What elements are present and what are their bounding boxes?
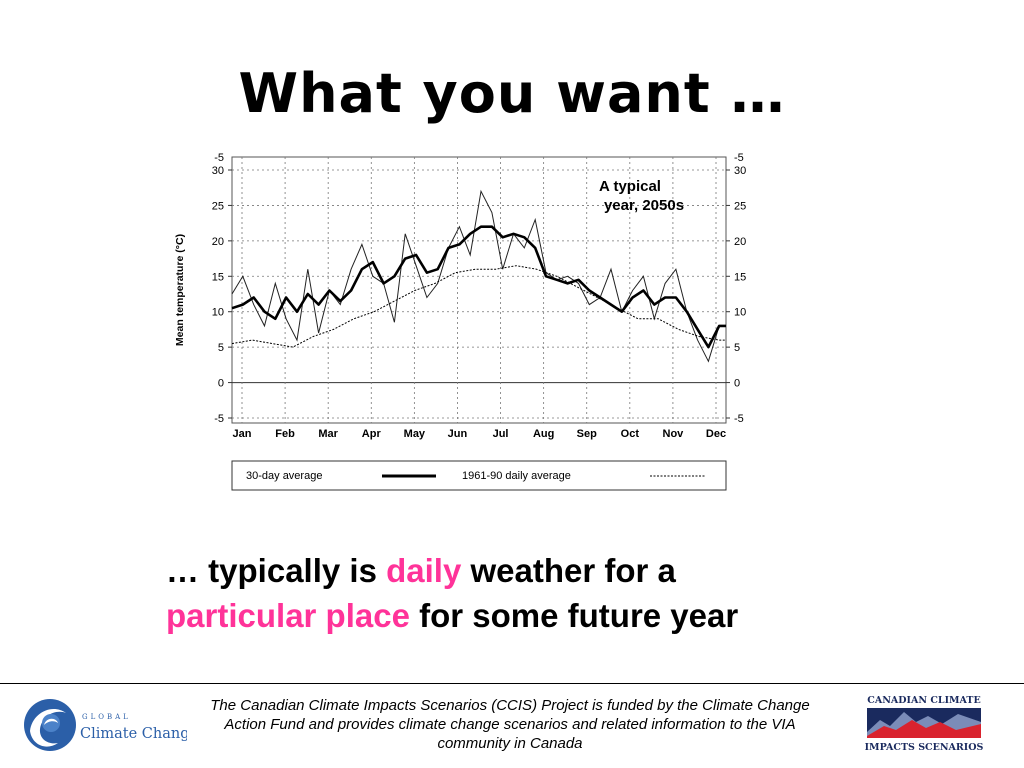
y-tick-label-right: 0 — [734, 378, 740, 390]
month-tick-label: Dec — [706, 428, 726, 440]
y-tick-label-left: 20 — [212, 236, 224, 248]
footer-divider — [0, 683, 1024, 684]
ccis-logo-line1: CANADIAN CLIMATE — [867, 695, 980, 706]
month-tick-label: May — [404, 428, 426, 440]
y-tick-label-left: 5 — [218, 342, 224, 354]
month-tick-label: Feb — [275, 428, 295, 440]
gcc-logo-line1: GLOBAL — [82, 713, 131, 721]
month-tick-label: Jun — [448, 428, 468, 440]
caption-text-3: for some future year — [409, 597, 739, 634]
month-tick-label: Aug — [533, 428, 554, 440]
canadian-climate-impacts-scenarios-logo: CANADIAN CLIMATE IMPACTS SCENARIOS — [865, 695, 984, 753]
caption-text-2: weather for a — [461, 552, 676, 589]
global-climate-change-logo: GLOBAL Climate Change — [24, 699, 187, 751]
month-tick-label: Jul — [493, 428, 509, 440]
slide-caption: … typically is daily weather for a parti… — [166, 548, 886, 638]
globe-swirl-icon — [24, 699, 76, 751]
series-1961-90-daily-average — [231, 265, 726, 348]
month-tick-label: Apr — [362, 428, 382, 440]
y-top-extra-label-left: -5 — [214, 152, 224, 164]
y-tick-label-right: 20 — [734, 236, 746, 248]
y-tick-label-right: 10 — [734, 307, 746, 319]
chart-grid — [232, 157, 726, 423]
y-tick-label-right: 15 — [734, 271, 746, 283]
y-top-extra-label-right: -5 — [734, 152, 744, 164]
y-tick-label-left: 30 — [212, 165, 224, 177]
y-tick-label-right: 30 — [734, 165, 746, 177]
legend-label-normal: 1961-90 daily average — [462, 470, 571, 482]
gcc-logo-line2: Climate Change — [80, 726, 187, 742]
y-tick-label-right: -5 — [734, 413, 744, 425]
series-30-day-average — [231, 225, 726, 349]
annotation-line-1: A typical — [599, 178, 661, 195]
ccis-logo-line2: IMPACTS SCENARIOS — [865, 742, 984, 753]
series-daily — [231, 189, 726, 363]
month-tick-label: Jan — [233, 428, 252, 440]
plot-area — [231, 156, 727, 424]
month-tick-label: Nov — [663, 428, 685, 440]
y-tick-label-left: 15 — [212, 271, 224, 283]
chart-legend: 30-day average 1961-90 daily average — [231, 460, 727, 491]
legend-box — [231, 460, 727, 491]
month-tick-label: Mar — [318, 428, 338, 440]
y-tick-label-right: 5 — [734, 342, 740, 354]
slide-title: What you want … — [238, 62, 786, 125]
y-tick-label-left: -5 — [214, 413, 224, 425]
caption-text-1: … typically is — [166, 552, 387, 589]
y-tick-label-left: 0 — [218, 378, 224, 390]
y-tick-label-right: 25 — [734, 200, 746, 212]
mountain-chart-icon — [867, 708, 981, 738]
month-tick-label: Sep — [577, 428, 597, 440]
footer-funding-note: The Canadian Climate Impacts Scenarios (… — [210, 697, 810, 752]
y-axis-label: Mean temperature (°C) — [174, 234, 186, 346]
annotation-line-2: year, 2050s — [604, 197, 684, 214]
chart-series — [231, 189, 726, 363]
month-tick-label: Oct — [621, 428, 640, 440]
y-tick-label-left: 25 — [212, 200, 224, 212]
legend-label-30day: 30-day average — [246, 470, 322, 482]
caption-highlight-place: particular place — [166, 597, 410, 634]
y-tick-label-left: 10 — [212, 307, 224, 319]
caption-highlight-daily: daily — [386, 552, 462, 589]
